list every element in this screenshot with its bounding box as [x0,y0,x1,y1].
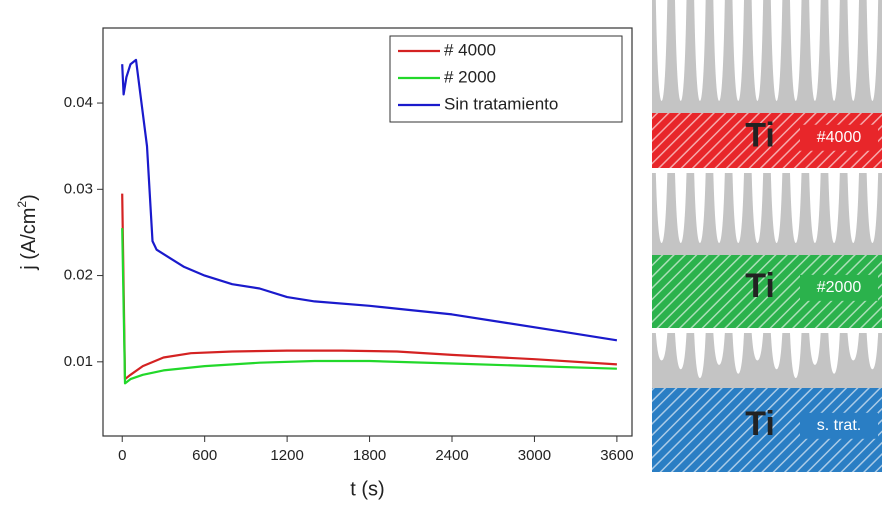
y-axis-label-part: j (A/cm [18,208,40,271]
x-tick-label: 0 [118,447,126,464]
treatment-label: #2000 [817,279,862,296]
pore [770,173,783,243]
treatment-box [800,124,878,151]
x-tick-label: 1800 [353,447,386,464]
legend-label: Sin tratamiento [444,94,558,113]
pore [770,0,783,101]
pore [866,173,879,243]
pore [713,0,725,101]
plot-frame [102,27,633,437]
pore [809,0,821,101]
y-axis-label: j (A/cm2) [15,194,40,271]
pore [655,0,668,101]
pore [675,333,687,370]
y-axis-label-part: ) [18,194,40,201]
x-tick-label: 600 [192,447,217,464]
pore [655,333,668,361]
treatment-box [800,412,878,439]
y-tick-label: 0.04 [64,94,93,111]
x-tick-label: 3000 [518,447,551,464]
x-tick-label: 3600 [600,447,633,464]
pore [809,173,821,243]
pore [847,173,859,243]
legend-label: # 2000 [444,67,496,86]
pore [790,173,802,243]
pore [866,333,879,370]
pore [732,333,744,374]
material-label: Ti [745,405,775,443]
pore [790,0,802,101]
pore [713,173,725,243]
pore [751,173,764,243]
data-line [121,228,617,385]
pore [713,333,725,365]
material-label: Ti [745,117,775,155]
material-label: Ti [745,267,775,305]
x-axis-label: t (s) [350,478,384,500]
pore [655,173,668,243]
y-axis-label-part: 2 [15,201,29,208]
pore [828,0,840,101]
legend-label: # 4000 [444,40,496,59]
pore [828,173,840,243]
y-tick-label: 0.03 [64,180,93,197]
treatment-label: s. trat. [817,417,861,434]
y-tick-label: 0.01 [64,353,93,370]
pore [847,0,859,101]
pore [790,333,802,379]
pore [675,173,687,243]
pore [866,0,879,101]
pore [751,333,764,361]
treatment-label: #4000 [817,129,862,146]
pore [694,0,706,101]
pore [809,333,821,365]
data-line [121,58,618,342]
y-tick-label: 0.02 [64,267,93,284]
pore [732,173,744,243]
x-tick-label: 1200 [270,447,303,464]
pore [847,333,859,361]
pore [675,0,687,101]
pore [770,333,783,370]
pore [694,173,706,243]
pore [694,333,706,379]
treatment-box [800,274,878,301]
data-line [121,193,617,381]
x-tick-label: 2400 [435,447,468,464]
pore [828,333,840,374]
pore [732,0,744,101]
pore [751,0,764,101]
